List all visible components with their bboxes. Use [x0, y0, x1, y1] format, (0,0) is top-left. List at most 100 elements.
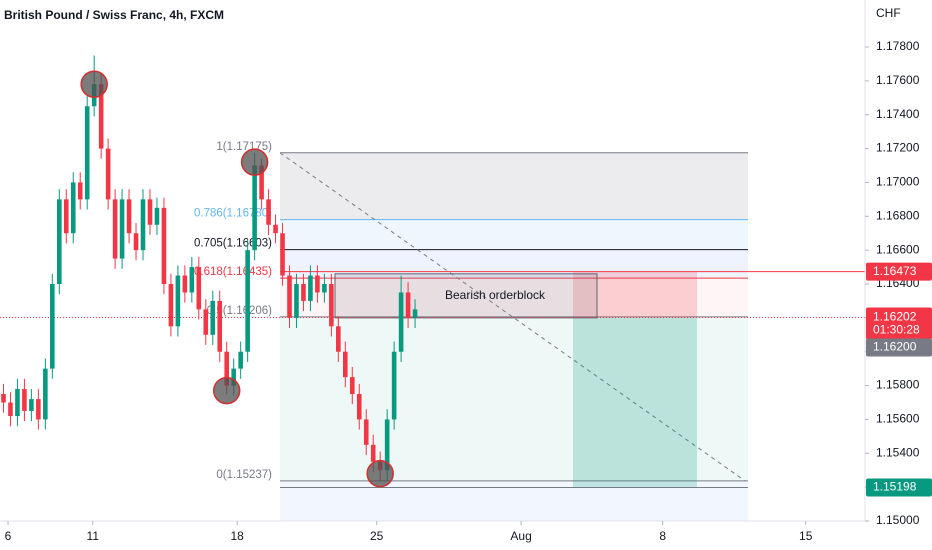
candle-body [266, 199, 271, 225]
candle-body [398, 292, 404, 352]
candle-body [43, 368, 48, 420]
y-tick-label: 1.15800 [876, 378, 920, 392]
y-tick-label: 1.17200 [876, 141, 920, 155]
y-tick-label: 1.17000 [876, 175, 920, 189]
candle-body [384, 419, 390, 471]
candle-body [294, 284, 299, 318]
y-tick-label: 1.15000 [876, 513, 920, 527]
orderblock-label: Bearish orderblock [445, 288, 546, 302]
candle-body [301, 284, 306, 301]
candle-body [50, 284, 55, 369]
candle-body [252, 165, 257, 251]
candle-body [224, 351, 230, 386]
candle-body [370, 444, 376, 462]
candle-body [287, 275, 292, 318]
x-tick-label: 11 [87, 529, 100, 543]
candle-body [112, 199, 118, 259]
candle-body [84, 106, 90, 200]
candle-body [259, 165, 264, 200]
candle-body [356, 394, 362, 420]
candle-body [315, 275, 320, 293]
target-zone [573, 317, 697, 488]
price-tag [866, 262, 932, 281]
y-unit: CHF [876, 6, 901, 20]
swing-marker [366, 459, 394, 488]
candle-body [126, 199, 132, 234]
candle-body [343, 351, 348, 378]
fib-label: 0.786(1.16780) [194, 208, 272, 220]
price-tag-label: 1.15198 [873, 480, 917, 494]
fib-band [280, 219, 748, 250]
price-tag-label: 1.16473 [873, 264, 917, 278]
x-tick-label: Aug [510, 529, 531, 543]
candle-body [147, 199, 153, 225]
price-tag [866, 478, 932, 497]
fib-band [280, 278, 748, 317]
candle-body [217, 300, 223, 352]
candle-body [349, 377, 355, 395]
candle-body [15, 388, 20, 417]
price-tag [866, 307, 932, 340]
candle-body [182, 275, 188, 293]
candle-body [363, 419, 369, 445]
candle-body [405, 292, 411, 318]
candle-body [203, 309, 209, 335]
x-tick-label: 18 [230, 529, 244, 543]
candle-body [161, 207, 167, 284]
candle-body [77, 182, 83, 200]
candle-body [196, 267, 202, 310]
stop-zone [573, 271, 697, 318]
fib-label: 0.705(1.16603) [194, 238, 272, 250]
candle-body [175, 275, 181, 327]
swing-marker [212, 376, 241, 405]
fib-label: 0(1.15237) [216, 469, 272, 481]
candle-body [154, 207, 160, 225]
price-tag-label: 1.16200 [873, 340, 917, 354]
y-tick-label: 1.16600 [876, 242, 920, 256]
trend-line [279, 152, 746, 482]
candle-body [105, 148, 111, 200]
candle-body [210, 300, 216, 335]
candle-body [140, 199, 146, 251]
candle-body [98, 84, 104, 149]
candle-body [168, 284, 174, 327]
candle-body [280, 233, 285, 276]
y-tick-label: 1.17400 [876, 107, 920, 121]
y-tick-label: 1.17600 [876, 73, 920, 87]
fib-label: 0.5(1.16206) [207, 305, 272, 317]
candle-body [119, 199, 125, 259]
x-tick-label: 15 [799, 529, 813, 543]
candle-body [63, 199, 69, 234]
candle-body [36, 399, 41, 420]
candle-body [308, 275, 313, 301]
x-tick-label: 6 [5, 529, 12, 543]
candle-body [70, 182, 76, 234]
candle-body [412, 309, 418, 318]
x-tick-label: 8 [659, 529, 666, 543]
candle-body [56, 199, 62, 284]
y-tick-label: 1.16800 [876, 208, 920, 222]
swing-marker [80, 70, 108, 98]
candle-body [322, 284, 327, 293]
candle-body [22, 388, 27, 411]
swing-marker [240, 148, 269, 176]
y-tick-label: 1.17800 [876, 39, 920, 53]
fib-band [280, 152, 748, 220]
countdown-label: 01:30:28 [873, 323, 920, 337]
candle-body [336, 326, 341, 352]
candle-body [238, 351, 243, 369]
candle-body [133, 233, 139, 251]
candle-body [29, 399, 34, 411]
candle-body [8, 402, 13, 417]
price-tag-label: 1.16202 [873, 310, 917, 324]
candle-body [391, 351, 397, 420]
candle-body [245, 250, 250, 352]
candle-body [1, 394, 6, 403]
y-tick-label: 1.15600 [876, 412, 920, 426]
price-tag [866, 338, 932, 357]
y-tick-label: 1.15400 [876, 445, 920, 459]
fib-label: 0.618(1.16435) [194, 266, 272, 278]
fib-band [280, 249, 748, 279]
